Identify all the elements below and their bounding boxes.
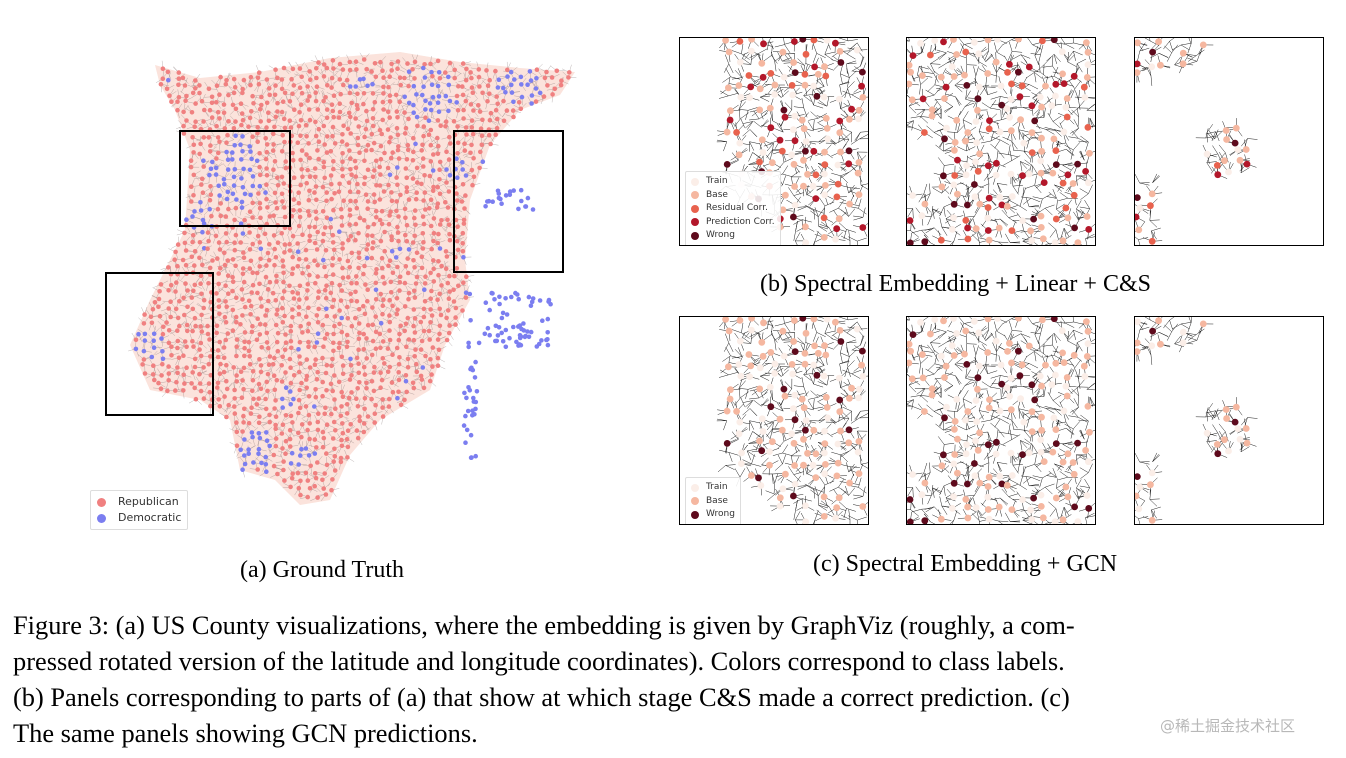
base-swatch <box>691 497 699 506</box>
caption-b: (b) Spectral Embedding + Linear + C&S <box>760 271 1151 297</box>
zoom-box-upper-left <box>179 130 291 227</box>
legend-label: Residual Corr. <box>706 203 768 213</box>
panel-b-3 <box>1134 37 1324 246</box>
watermark: @稀土掘金技术社区 <box>1160 717 1296 735</box>
legend-label: Train <box>706 176 728 186</box>
caption-line: The same panels showing GCN predictions. <box>13 718 478 748</box>
legend-label: Base <box>706 495 728 506</box>
legend-label: Train <box>706 482 728 492</box>
legend-label: Base <box>706 189 728 200</box>
republican-swatch <box>97 497 106 507</box>
legend-entry-prediction: Prediction Corr. <box>691 216 775 230</box>
legend-entry-base: Base <box>691 495 735 509</box>
ground-truth-legend: Republican Democratic <box>90 490 189 530</box>
legend-entry-democratic: Democratic <box>97 510 181 526</box>
zoom-box-right <box>453 130 564 273</box>
panel-b-legend: Train Base Residual Corr. Prediction Cor… <box>685 171 781 245</box>
caption-c: (c) Spectral Embedding + GCN <box>813 551 1118 577</box>
panel-b-1: Train Base Residual Corr. Prediction Cor… <box>679 37 869 246</box>
wrong-swatch <box>691 231 699 240</box>
democratic-swatch <box>97 513 106 523</box>
legend-entry-republican: Republican <box>97 494 181 510</box>
caption-a: (a) Ground Truth <box>240 557 405 583</box>
figure-caption: Figure 3: (a) US County visualizations, … <box>13 607 1333 751</box>
legend-label: Wrong <box>706 230 735 240</box>
panel-b-2 <box>906 37 1096 246</box>
panel-c-2 <box>906 316 1096 525</box>
legend-entry-wrong: Wrong <box>691 229 775 243</box>
legend-entry-train: Train <box>691 175 775 189</box>
legend-label: Democratic <box>118 511 182 524</box>
legend-label: Wrong <box>706 509 735 519</box>
panel-c-1: Train Base Wrong <box>679 316 869 525</box>
wrong-swatch <box>691 510 699 519</box>
zoom-box-left <box>105 272 214 416</box>
prediction-swatch <box>691 218 699 227</box>
legend-entry-residual: Residual Corr. <box>691 202 775 216</box>
train-swatch <box>691 177 699 186</box>
caption-line: pressed rotated version of the latitude … <box>13 646 1065 676</box>
caption-line: (b) Panels corresponding to parts of (a)… <box>13 682 1070 712</box>
residual-swatch <box>691 204 699 213</box>
legend-label: Prediction Corr. <box>706 216 775 227</box>
train-swatch <box>691 483 699 492</box>
base-swatch <box>691 191 699 200</box>
legend-entry-base: Base <box>691 189 775 203</box>
legend-label: Republican <box>118 495 179 508</box>
county-graph <box>105 52 577 505</box>
legend-entry-wrong: Wrong <box>691 508 735 522</box>
caption-line: Figure 3: (a) US County visualizations, … <box>13 610 1075 640</box>
legend-entry-train: Train <box>691 481 735 495</box>
panel-c-legend: Train Base Wrong <box>685 477 741 524</box>
panel-c-3 <box>1134 316 1324 525</box>
